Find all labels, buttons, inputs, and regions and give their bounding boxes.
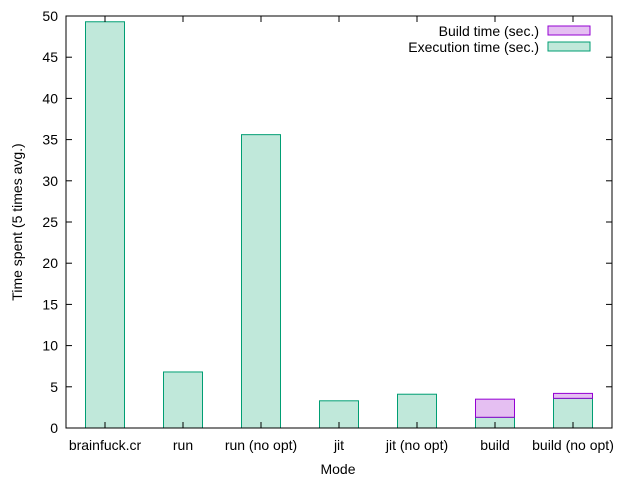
bar-execution-time: [85, 21, 125, 429]
x-tick-label: jit (no opt): [385, 437, 448, 453]
bar-execution-time: [241, 134, 281, 429]
legend-swatch: [547, 41, 591, 52]
x-tick-label: brainfuck.cr: [69, 437, 142, 453]
y-tick-label: 45: [42, 49, 58, 65]
x-tick-label: run (no opt): [225, 437, 297, 453]
y-tick-label: 15: [42, 296, 58, 312]
bar-build-time: [475, 398, 515, 418]
x-axis-label: Mode: [320, 461, 355, 477]
legend-label: Build time (sec.): [439, 23, 539, 39]
y-tick-label: 5: [50, 379, 58, 395]
bar-build-time: [553, 392, 593, 399]
y-tick-label: 35: [42, 132, 58, 148]
plot-frame: [65, 15, 613, 429]
x-tick-label: run: [173, 437, 193, 453]
y-tick-label: 0: [50, 420, 58, 436]
x-tick-label: build (no opt): [532, 437, 614, 453]
axes-layer: 0 5 10 15 20 25 30 35 40 45 50 brainfuck.cr run run (…: [42, 8, 613, 453]
y-axis-label: Time spent (5 times avg.): [9, 143, 25, 300]
y-tick-label: 40: [42, 90, 58, 106]
x-tick-label: jit: [333, 437, 344, 453]
y-tick-label: 30: [42, 173, 58, 189]
y-tick-label: 25: [42, 214, 58, 230]
y-tick-label: 10: [42, 338, 58, 354]
x-tick-label: build: [480, 437, 510, 453]
y-tick-label: 20: [42, 255, 58, 271]
legend: Build time (sec.)Execution time (sec.): [408, 23, 591, 55]
bars-layer: [85, 21, 593, 429]
y-tick-label: 50: [42, 8, 58, 24]
bar-execution-time: [163, 371, 203, 429]
legend-swatch: [547, 25, 591, 36]
legend-label: Execution time (sec.): [408, 39, 539, 55]
